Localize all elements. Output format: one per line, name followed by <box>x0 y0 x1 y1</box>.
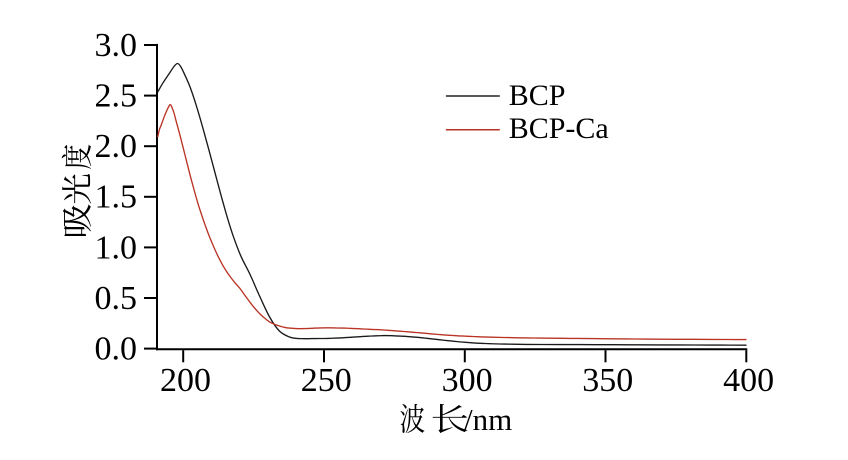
svg-text:2.0: 2.0 <box>95 128 138 165</box>
svg-text:1.5: 1.5 <box>95 179 138 216</box>
svg-text:200: 200 <box>160 362 211 399</box>
svg-text:350: 350 <box>582 362 633 399</box>
svg-text:0.5: 0.5 <box>95 280 138 317</box>
svg-text:1.0: 1.0 <box>95 229 138 266</box>
svg-text:250: 250 <box>301 362 352 399</box>
svg-text:BCP: BCP <box>509 79 566 112</box>
svg-text:3.0: 3.0 <box>95 27 138 64</box>
svg-text:2.5: 2.5 <box>95 78 138 115</box>
svg-text:BCP-Ca: BCP-Ca <box>509 112 609 145</box>
svg-text:0.0: 0.0 <box>95 331 138 368</box>
svg-text:/nm: /nm <box>464 402 512 437</box>
svg-text:400: 400 <box>723 362 774 399</box>
svg-text:300: 300 <box>442 362 493 399</box>
